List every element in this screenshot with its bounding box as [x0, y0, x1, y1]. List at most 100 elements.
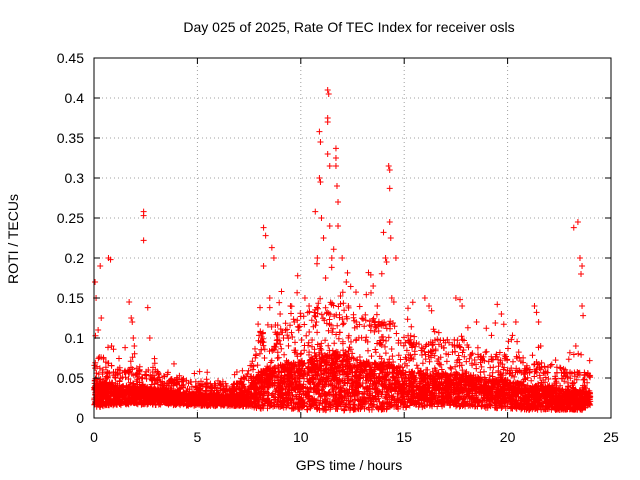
chart-title: Day 025 of 2025, Rate Of TEC Index for r… [183, 19, 514, 35]
scatter-point [390, 299, 397, 305]
scatter-point [570, 224, 577, 231]
scatter-point [320, 235, 327, 241]
scatter-point [332, 145, 339, 152]
scatter-point [108, 343, 115, 349]
scatter-point [572, 343, 579, 349]
scatter-point [270, 255, 277, 261]
scatter-point [97, 263, 104, 269]
axis-ticks [93, 57, 612, 419]
scatter-point [126, 299, 133, 305]
scatter-point [345, 303, 352, 309]
x-tick-label: 10 [293, 429, 309, 445]
scatter-point [374, 303, 381, 309]
scatter-point [287, 303, 294, 309]
scatter-point [386, 167, 393, 173]
y-tick-label: 0.25 [57, 210, 84, 226]
y-tick-label: 0 [76, 410, 84, 426]
scatter-point [387, 235, 394, 241]
scatter-point [386, 219, 393, 225]
y-tick-label: 0.3 [65, 170, 85, 186]
scatter-point [579, 303, 586, 309]
scatter-point [531, 303, 538, 309]
scatter-point [494, 301, 501, 308]
scatter-point [579, 263, 586, 269]
scatter-point [386, 185, 393, 192]
scatter-point [326, 223, 333, 229]
scatter-point [260, 263, 267, 269]
scatter-point [370, 283, 377, 289]
scatter-point [426, 303, 433, 309]
scatter-point [325, 91, 332, 97]
scatter-point [95, 327, 102, 333]
x-tick-label: 0 [90, 429, 98, 445]
x-tick-label: 25 [603, 429, 619, 445]
scatter-point [140, 237, 147, 244]
scatter-point [262, 232, 269, 239]
scatter-point [318, 215, 325, 221]
scatter-point [498, 311, 505, 317]
scatter-point [316, 128, 323, 135]
scatter-point [459, 303, 466, 309]
scatter-point [574, 219, 581, 225]
scatter-point [343, 279, 350, 285]
x-tick-label: 5 [194, 429, 202, 445]
y-tick-label: 0.15 [57, 290, 84, 306]
scatter-point [578, 271, 585, 277]
scatter-point [383, 259, 390, 265]
scatter-point [317, 139, 324, 145]
scatter-point [333, 183, 340, 189]
scatter-point [533, 309, 540, 316]
scatter-point [537, 343, 544, 349]
scatter-point [277, 311, 284, 317]
y-tick-label: 0.2 [65, 250, 85, 266]
y-axis-title: ROTI / TECUs [5, 194, 21, 284]
scatter-point [322, 275, 329, 281]
scatter-point [129, 319, 136, 325]
scatter-point [317, 179, 324, 185]
y-tick-label: 0.35 [57, 130, 84, 146]
scatter-point [380, 229, 387, 236]
scatter-point [266, 304, 273, 311]
scatter-point [306, 303, 313, 309]
scatter-point [473, 319, 480, 325]
scatter-point [385, 163, 392, 169]
scatter-point [388, 295, 395, 301]
scatter-point [392, 255, 399, 261]
scatter-point [144, 304, 151, 311]
scatter-point [131, 343, 138, 349]
y-tick-label: 0.45 [57, 50, 84, 66]
scatter-point [92, 279, 99, 285]
scatter-point [314, 255, 321, 261]
scatter-point [580, 312, 587, 319]
scatter-point [335, 199, 342, 205]
x-tick-label: 15 [396, 429, 412, 445]
scatter-background-cloud [91, 246, 594, 414]
scatter-point [326, 163, 333, 169]
x-tick-labels: 0 5 10 15 20 25 [90, 429, 619, 445]
scatter-point [421, 295, 428, 301]
scatter-point [339, 255, 346, 261]
scatter-point [128, 315, 135, 321]
y-tick-label: 0.05 [57, 370, 84, 386]
scatter-point [382, 255, 389, 261]
scatter-point [301, 295, 308, 301]
plot-frame [93, 57, 612, 419]
scatter-point [512, 319, 519, 325]
y-tick-label: 0.1 [65, 330, 85, 346]
scatter-point [457, 296, 464, 303]
scatter-point [332, 155, 339, 161]
scatter-point [328, 255, 335, 261]
scatter-point [452, 295, 459, 301]
scatter-point [324, 119, 331, 125]
scatter-point [107, 256, 114, 263]
scatter-point [312, 208, 319, 215]
y-tick-labels: 0 0.05 0.1 0.15 0.2 0.25 0.3 0.35 0.4 0.45 [57, 50, 84, 426]
x-axis-title: GPS time / hours [296, 457, 403, 473]
scatter-point [266, 295, 273, 301]
scatter-point [335, 223, 342, 229]
scatter-point [316, 175, 323, 181]
scatter-point [146, 335, 153, 341]
scatter-points [91, 87, 594, 414]
scatter-point [324, 87, 331, 93]
